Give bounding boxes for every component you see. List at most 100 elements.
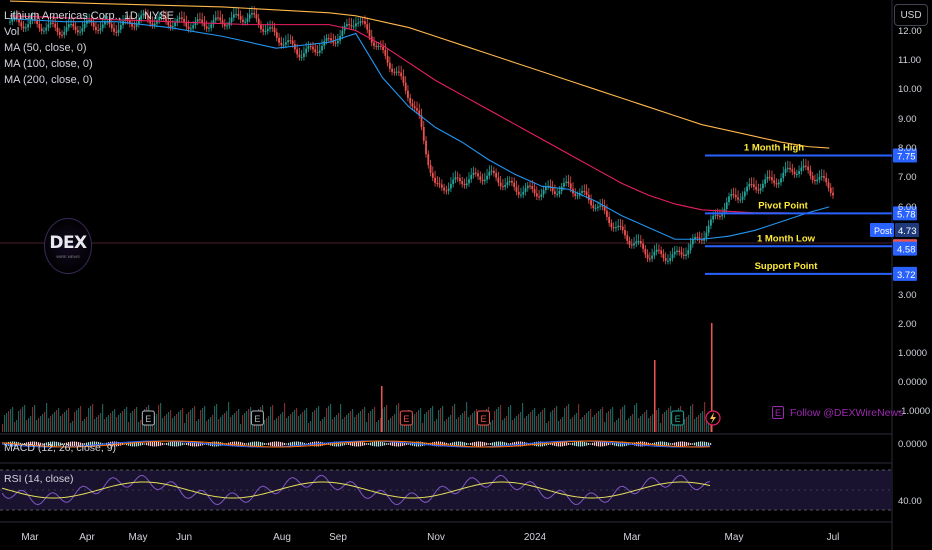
candle-body [201,19,204,23]
earnings-marker [141,410,155,426]
candle-body [513,182,516,188]
volume-bar [224,413,226,432]
indicator-ma200[interactable]: MA (200, close, 0) [4,74,93,86]
candle-body [165,17,167,22]
candle-body [497,177,500,183]
volume-bar [508,407,510,432]
candle-body [36,20,39,24]
volume-bar [282,412,284,432]
volume-bar [296,408,298,432]
macd-bar [90,441,92,447]
volume-bar [414,414,416,432]
macd-bar [374,441,376,447]
volume-bar [232,415,234,432]
volume-bar [376,422,378,432]
volume-bar [210,417,212,432]
volume-bar [600,409,602,432]
volume-bar [106,417,108,432]
candle-body [529,185,531,187]
macd-bar [532,442,534,446]
volume-bar [620,409,622,432]
candle-body [416,108,418,111]
volume-bar [64,412,66,432]
currency-button[interactable]: USD [894,4,928,26]
candle-body [323,41,326,46]
volume-bar [436,419,438,432]
volume-bar [374,407,376,432]
symbol-title[interactable]: Lithium Americas Corp., 1D, NYSE [4,10,174,22]
follow-banner[interactable]: E Follow @DEXWireNews [772,406,903,419]
candle-body [766,176,769,180]
candle-body [341,30,344,36]
candle-body [67,24,70,28]
macd-bar [168,442,170,446]
candle-body [9,21,11,23]
candle-body [183,18,185,23]
volume-bar [364,407,366,432]
volume-bar [26,420,28,432]
candle-body [585,191,588,195]
candle-body [739,199,742,201]
indicator-ma100[interactable]: MA (100, close, 0) [4,58,93,70]
volume-bar [462,413,464,432]
macd-bar [160,442,162,446]
candle-body [644,248,647,255]
macd-label[interactable]: MACD (12, 26, close, 9) [4,442,117,454]
candle-body [470,174,473,180]
candle-body [368,29,371,37]
macd-bar [44,443,46,445]
rsi-label[interactable]: RSI (14, close) [4,473,74,485]
macd-bar [290,442,292,446]
volume-bar [584,415,586,432]
rsi-line [1,474,711,506]
volume-bar [568,404,570,432]
volume-bar [74,412,76,432]
macd-bar [448,443,450,445]
volume-bar [610,409,612,432]
volume-bar [552,410,554,432]
candle-body [314,49,317,53]
time-axis-tick: May [129,532,148,543]
indicator-ma50[interactable]: MA (50, close, 0) [4,42,87,54]
macd-bar [508,443,510,445]
candle-body [533,189,536,194]
candle-body [429,165,432,173]
volume-bar [94,419,96,432]
candle-body [137,19,140,25]
volume-bar [104,419,106,432]
candle-body [391,68,394,72]
candle-body [266,28,269,32]
volume-bar [700,413,702,432]
volume-bar [706,417,708,432]
macd-bar [364,442,366,446]
macd-bar [356,441,358,447]
macd-bar [392,442,394,446]
candle-body [793,171,796,175]
candle-body [535,193,538,197]
candle-body [262,29,265,32]
macd-bar [662,441,664,447]
time-axis-tick: Apr [79,532,95,543]
candle-body [235,13,237,15]
macd-bar [36,441,38,447]
volume-bar [540,412,542,432]
candle-body [15,16,18,19]
candle-body [219,17,222,21]
volume-bar [116,417,118,432]
macd-bar [498,441,500,447]
macd-bar [132,441,134,447]
candle-body [49,22,52,25]
macd-bar [698,441,700,447]
volume-bar [10,409,12,432]
macd-bar [676,442,678,446]
candle-body [239,16,242,20]
macd-bar [324,442,326,446]
volume-bar [688,415,690,432]
indicator-volume[interactable]: Vol [4,26,20,38]
candle-body [789,167,791,170]
macd-bar [612,442,614,446]
candle-body [192,25,195,29]
volume-bar [542,410,544,432]
